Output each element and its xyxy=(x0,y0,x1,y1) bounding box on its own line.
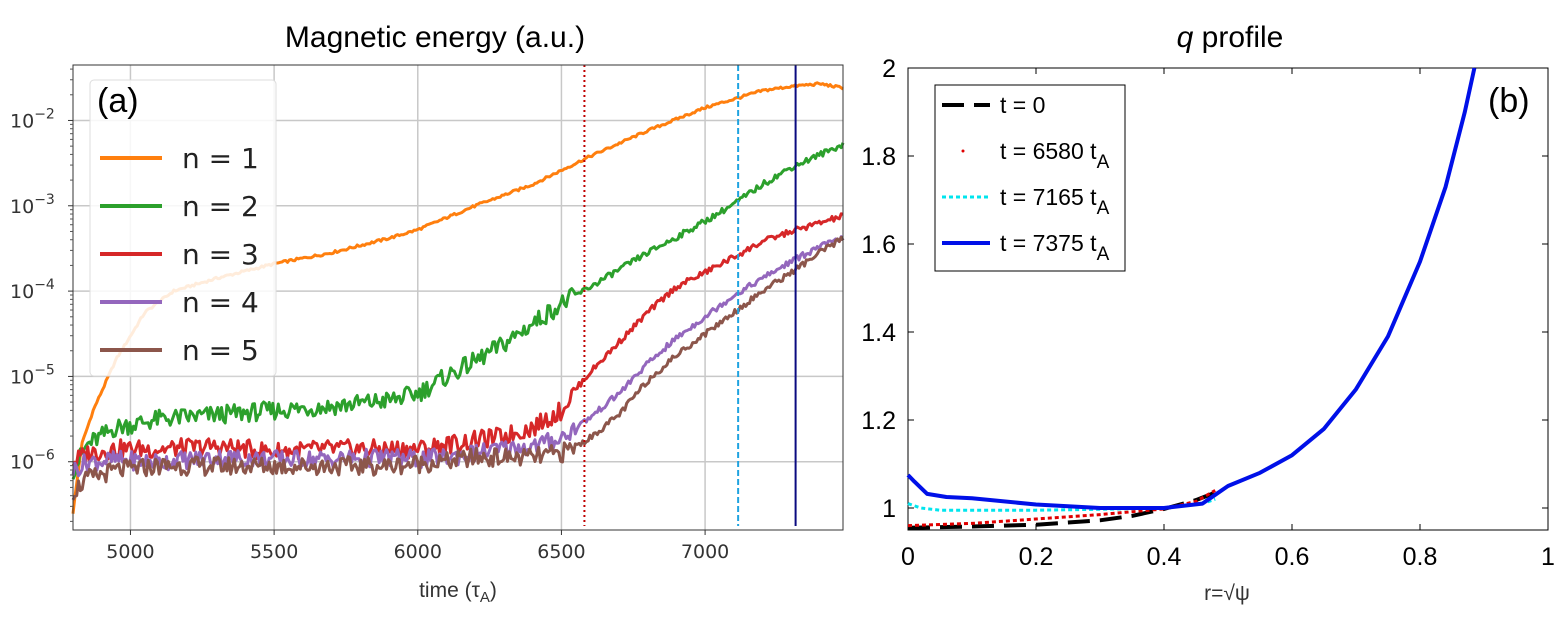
y-tick-label: 1.4 xyxy=(861,319,896,347)
series-line-n=5 xyxy=(71,235,845,501)
panel-label: (a) xyxy=(97,82,139,120)
y-tick-label: 10−4 xyxy=(10,277,55,303)
legend-label: n = 3 xyxy=(182,238,259,271)
panel-b-q-profile: q profile 0 0.2 0.4 0.6 0.8 1 1 1.2 1.4 1.6 1.8 2 r… xyxy=(861,21,1555,605)
legend: n = 1 n = 2 n = 3 n = 4 n = 5 xyxy=(89,79,277,377)
y-axis-ticks: 10−2 10−3 10−4 10−5 10−6 xyxy=(10,68,73,522)
series-group xyxy=(906,67,1477,530)
plot-frame xyxy=(907,67,1549,531)
x-axis-ticks: 5000 5500 6000 6500 7000 xyxy=(106,530,729,563)
x-tick-label: 0.4 xyxy=(1147,543,1182,571)
series-line-t0 xyxy=(907,490,1216,530)
legend-box xyxy=(89,79,277,377)
panel-label: (b) xyxy=(1488,82,1530,120)
chart-title: Magnetic energy (a.u.) xyxy=(285,21,585,54)
x-tick-label: 0.2 xyxy=(1019,543,1054,571)
legend-label: t = 6580 tA xyxy=(1000,138,1110,173)
x-tick-label: 5500 xyxy=(250,541,298,563)
legend-label: n = 2 xyxy=(182,190,259,223)
legend-label: n = 5 xyxy=(182,334,259,367)
chart-title: q profile xyxy=(1177,21,1284,54)
legend-label: n = 4 xyxy=(182,286,259,319)
legend-label: t = 7375 tA xyxy=(1000,230,1110,265)
plot-frame xyxy=(72,64,844,531)
x-tick-label: 1 xyxy=(1541,543,1555,571)
legend-box xyxy=(934,84,1126,272)
x-tick-label: 0.6 xyxy=(1275,543,1310,571)
series-line-t7375t xyxy=(906,67,1477,510)
x-axis-label: time (τA) xyxy=(419,579,497,606)
vertical-markers xyxy=(583,65,797,526)
panel-a-magnetic-energy: Magnetic energy (a.u.) 5000 5500 6000 6500 7… xyxy=(10,21,845,606)
axis-ticks: 0 0.2 0.4 0.6 0.8 1 1 1.2 1.4 1.6 1.8 2 xyxy=(861,55,1555,571)
legend-swatch xyxy=(961,149,965,153)
y-tick-label: 10−6 xyxy=(10,448,55,474)
series-line-t6580t xyxy=(907,489,1216,528)
x-tick-label: 0.8 xyxy=(1403,543,1438,571)
y-tick-label: 10−2 xyxy=(10,106,55,132)
legend-label: t = 0 xyxy=(1000,92,1045,118)
legend-label: n = 1 xyxy=(182,142,259,175)
y-tick-label: 10−5 xyxy=(10,362,55,388)
x-tick-label: 7000 xyxy=(681,541,729,563)
legend-label: t = 7165 tA xyxy=(1000,184,1110,219)
legend: t = 0 t = 6580 tA t = 7165 tA t = 7375 tA xyxy=(934,84,1126,272)
x-tick-label: 6500 xyxy=(537,541,585,563)
x-tick-label: 0 xyxy=(901,543,915,571)
y-tick-label: 1.8 xyxy=(861,143,896,171)
y-tick-label: 10−3 xyxy=(10,192,55,218)
y-tick-label: 1.6 xyxy=(861,231,896,259)
x-axis-label: r=√ψ xyxy=(1204,582,1250,605)
x-tick-label: 6000 xyxy=(394,541,442,563)
x-tick-label: 5000 xyxy=(106,541,154,563)
series-line-n=2 xyxy=(71,142,845,480)
y-tick-label: 1.2 xyxy=(861,407,896,435)
y-tick-label: 2 xyxy=(882,55,896,83)
y-tick-label: 1 xyxy=(882,495,896,523)
series-line-n=4 xyxy=(71,235,845,478)
